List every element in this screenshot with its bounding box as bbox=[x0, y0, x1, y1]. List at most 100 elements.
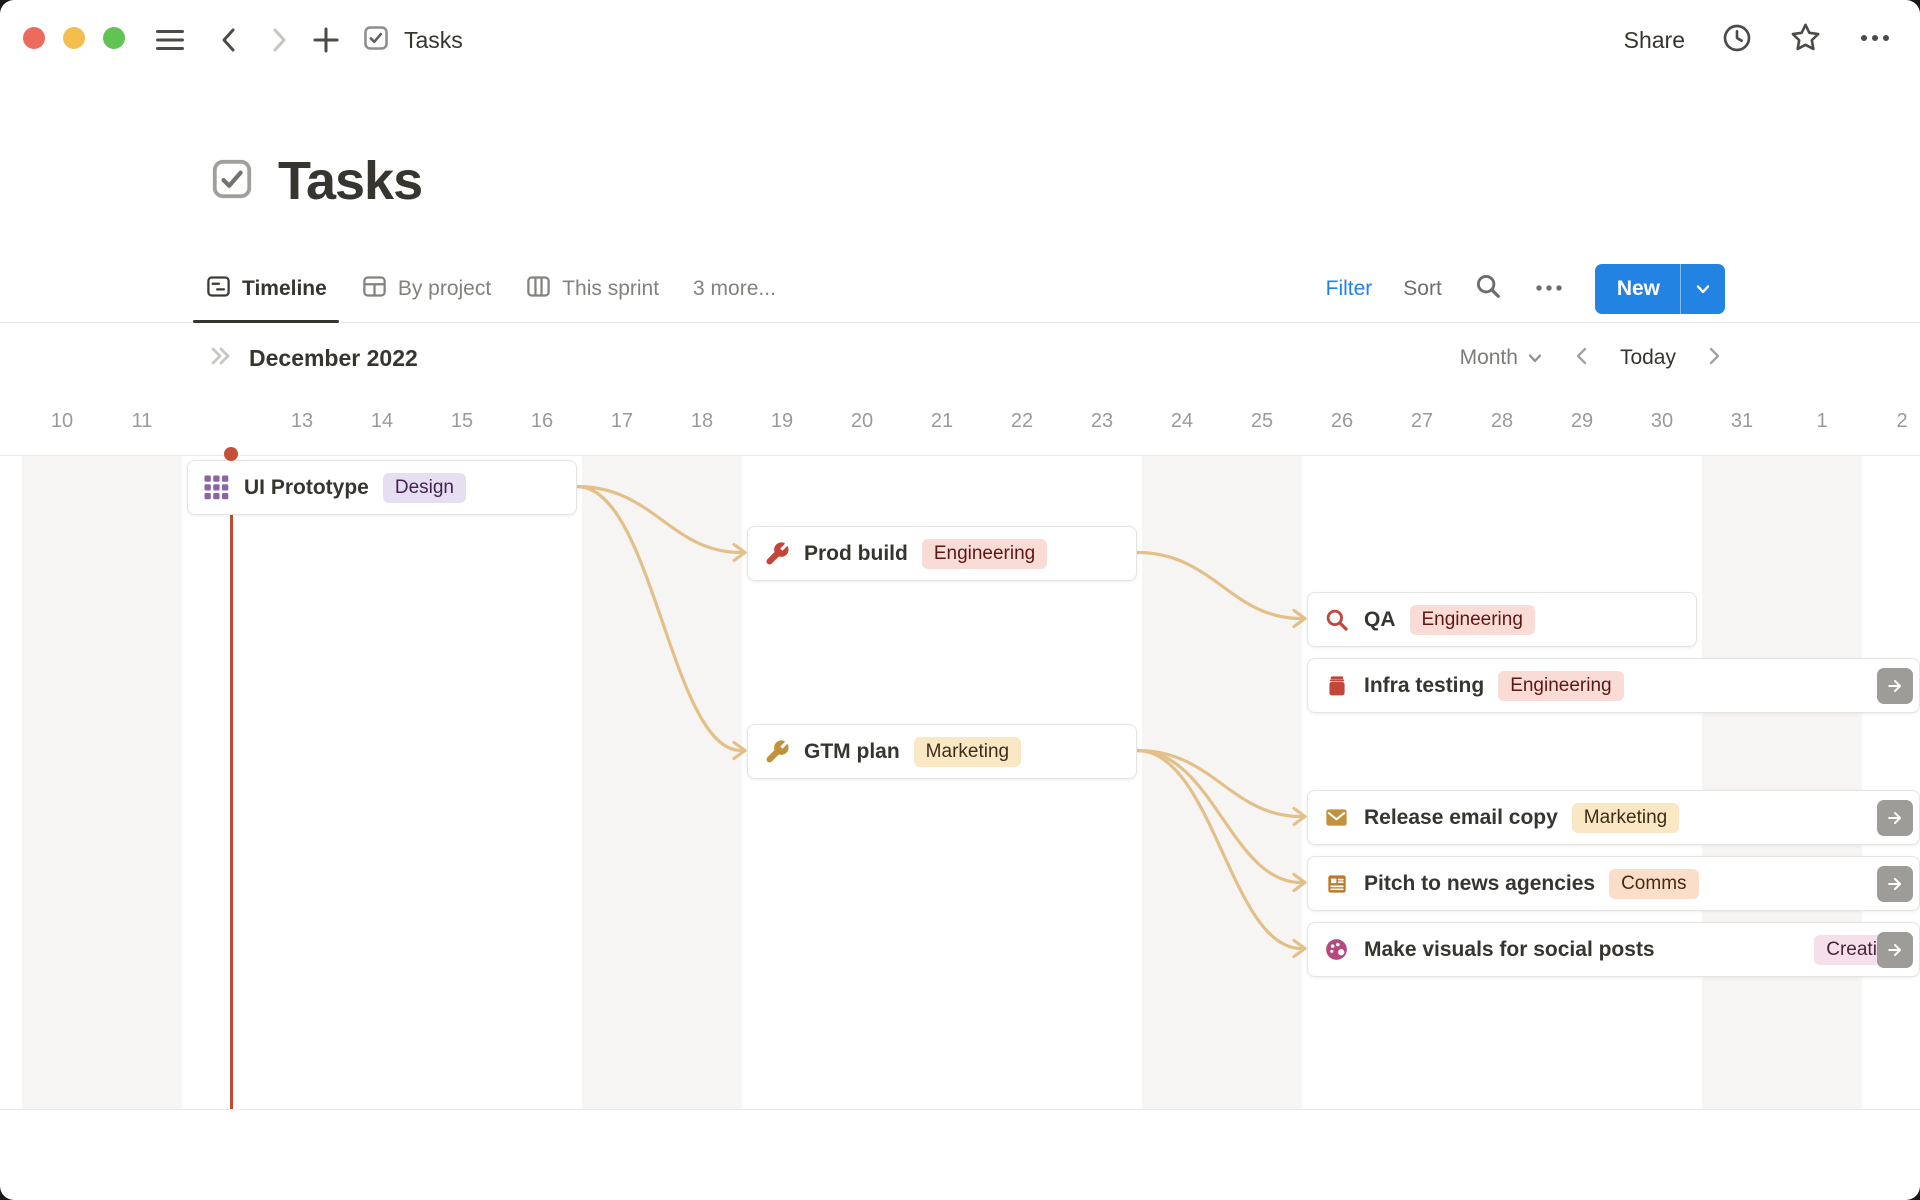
open-task-arrow-button[interactable] bbox=[1877, 667, 1913, 704]
sort-button[interactable]: Sort bbox=[1403, 276, 1442, 300]
forward-icon[interactable] bbox=[264, 0, 294, 80]
date-cell-28[interactable]: 28 bbox=[1490, 410, 1514, 432]
breadcrumb[interactable]: Tasks bbox=[362, 0, 463, 80]
task-title: GTM plan bbox=[804, 739, 900, 763]
view-controls: Filter Sort New bbox=[1326, 255, 1725, 322]
page-checkbox-icon bbox=[362, 24, 390, 57]
dates-row: 10 11 12 13 14 15 16 17 18 19 20 21 22 23 24 25 26 27 28 29… bbox=[0, 392, 1920, 450]
task-title: QA bbox=[1364, 607, 1396, 631]
task-card-release-email-copy[interactable]: Release email copy Marketing bbox=[1307, 790, 1920, 845]
task-title: Make visuals for social posts bbox=[1364, 937, 1655, 961]
chevron-down-icon bbox=[1528, 354, 1542, 363]
task-card-ui-prototype[interactable]: UI Prototype Design bbox=[187, 460, 577, 515]
date-cell-24[interactable]: 24 bbox=[1170, 410, 1194, 432]
search-icon bbox=[1323, 606, 1350, 633]
task-card-gtm-plan[interactable]: GTM plan Marketing bbox=[747, 724, 1137, 779]
weekend-band bbox=[582, 456, 742, 1109]
date-cell-23[interactable]: 23 bbox=[1090, 410, 1114, 432]
next-month-icon[interactable] bbox=[1703, 345, 1725, 372]
date-cell-22[interactable]: 22 bbox=[1010, 410, 1034, 432]
checkbox-icon bbox=[210, 157, 254, 206]
task-title: UI Prototype bbox=[244, 475, 369, 499]
date-cell-17[interactable]: 17 bbox=[610, 410, 634, 432]
date-cell-21[interactable]: 21 bbox=[930, 410, 954, 432]
today-button[interactable]: Today bbox=[1619, 346, 1676, 369]
date-cell-19[interactable]: 19 bbox=[770, 410, 794, 432]
tab-label: By project bbox=[397, 276, 492, 300]
filter-button[interactable]: Filter bbox=[1325, 276, 1373, 300]
task-card-prod-build[interactable]: Prod build Engineering bbox=[747, 526, 1137, 581]
tab-label: 3 more... bbox=[693, 276, 776, 300]
weekend-band bbox=[22, 456, 182, 1109]
timeline-header: December 2022 Month Today bbox=[0, 323, 1920, 393]
task-tag: Marketing bbox=[1571, 802, 1680, 833]
date-cell-30[interactable]: 30 bbox=[1650, 410, 1674, 432]
task-card-make-visuals-for-social-posts[interactable]: Make visuals for social posts Creative bbox=[1307, 922, 1920, 977]
weekend-band bbox=[1142, 456, 1302, 1109]
board-view-icon bbox=[525, 273, 552, 305]
task-card-infra-testing[interactable]: Infra testing Engineering bbox=[1307, 658, 1920, 713]
date-cell-26[interactable]: 26 bbox=[1330, 410, 1354, 432]
timeline-view-icon bbox=[205, 273, 232, 305]
date-cell-20[interactable]: 20 bbox=[850, 410, 874, 432]
bin-icon bbox=[1323, 672, 1350, 699]
minimize-window-button[interactable] bbox=[63, 27, 85, 49]
task-title: Pitch to news agencies bbox=[1364, 871, 1596, 895]
new-button-group: New bbox=[1594, 263, 1725, 314]
open-task-arrow-button[interactable] bbox=[1877, 799, 1913, 836]
task-title: Infra testing bbox=[1364, 673, 1485, 697]
task-card-pitch-to-news-agencies[interactable]: Pitch to news agencies Comms bbox=[1307, 856, 1920, 911]
task-card-qa[interactable]: QA Engineering bbox=[1307, 592, 1697, 647]
date-cell-2[interactable]: 2 bbox=[1896, 410, 1908, 432]
open-task-arrow-button[interactable] bbox=[1877, 931, 1913, 968]
date-cell-25[interactable]: 25 bbox=[1250, 410, 1274, 432]
star-icon[interactable] bbox=[1789, 21, 1822, 59]
prev-month-icon[interactable] bbox=[1571, 345, 1593, 372]
date-cell-12[interactable]: 12 bbox=[182, 392, 262, 450]
date-cell-1[interactable]: 1 bbox=[1816, 410, 1828, 432]
today-marker-line bbox=[230, 456, 233, 1109]
tab-this-sprint[interactable]: This sprint bbox=[513, 255, 671, 322]
new-page-plus-icon[interactable] bbox=[310, 0, 342, 80]
date-cell-11[interactable]: 11 bbox=[131, 410, 153, 432]
tab-label: This sprint bbox=[562, 276, 660, 300]
task-tag: Engineering bbox=[1498, 670, 1624, 701]
date-cell-27[interactable]: 27 bbox=[1410, 410, 1434, 432]
close-window-button[interactable] bbox=[23, 27, 45, 49]
date-cell-31[interactable]: 31 bbox=[1730, 410, 1754, 432]
task-tag: Marketing bbox=[913, 736, 1022, 767]
clock-icon[interactable] bbox=[1721, 22, 1753, 59]
page-title: Tasks bbox=[278, 151, 423, 211]
date-cell-13[interactable]: 13 bbox=[290, 410, 314, 432]
new-button[interactable]: New bbox=[1616, 276, 1660, 300]
wrench-icon bbox=[763, 540, 790, 567]
date-cell-18[interactable]: 18 bbox=[690, 410, 714, 432]
date-cell-16[interactable]: 16 bbox=[530, 410, 554, 432]
date-cell-29[interactable]: 29 bbox=[1570, 410, 1594, 432]
new-button-dropdown[interactable] bbox=[1680, 263, 1725, 314]
window-controls bbox=[23, 27, 125, 49]
more-icon[interactable] bbox=[1858, 31, 1892, 49]
breadcrumb-title: Tasks bbox=[404, 26, 463, 53]
tab-timeline[interactable]: Timeline bbox=[193, 255, 339, 323]
tab-3-more[interactable]: 3 more... bbox=[681, 255, 788, 322]
view-tabs: Timeline By project This sprint 3 more... bbox=[193, 255, 788, 323]
share-button[interactable]: Share bbox=[1623, 26, 1685, 53]
envelope-icon bbox=[1323, 804, 1350, 831]
open-task-arrow-button[interactable] bbox=[1877, 865, 1913, 902]
palette-icon bbox=[1323, 936, 1350, 963]
back-icon[interactable] bbox=[214, 0, 244, 80]
collapse-double-chevron-icon[interactable] bbox=[205, 342, 235, 375]
zoom-window-button[interactable] bbox=[103, 27, 125, 49]
menu-icon[interactable] bbox=[152, 0, 188, 80]
date-cell-14[interactable]: 14 bbox=[370, 410, 394, 432]
view-options-icon[interactable] bbox=[1534, 280, 1564, 298]
date-cell-10[interactable]: 10 bbox=[50, 410, 74, 432]
today-marker-dot bbox=[224, 447, 238, 461]
date-cell-15[interactable]: 15 bbox=[450, 410, 474, 432]
tab-by-project[interactable]: By project bbox=[349, 255, 503, 322]
search-icon[interactable] bbox=[1473, 271, 1503, 306]
scale-selector[interactable]: Month bbox=[1460, 346, 1544, 370]
